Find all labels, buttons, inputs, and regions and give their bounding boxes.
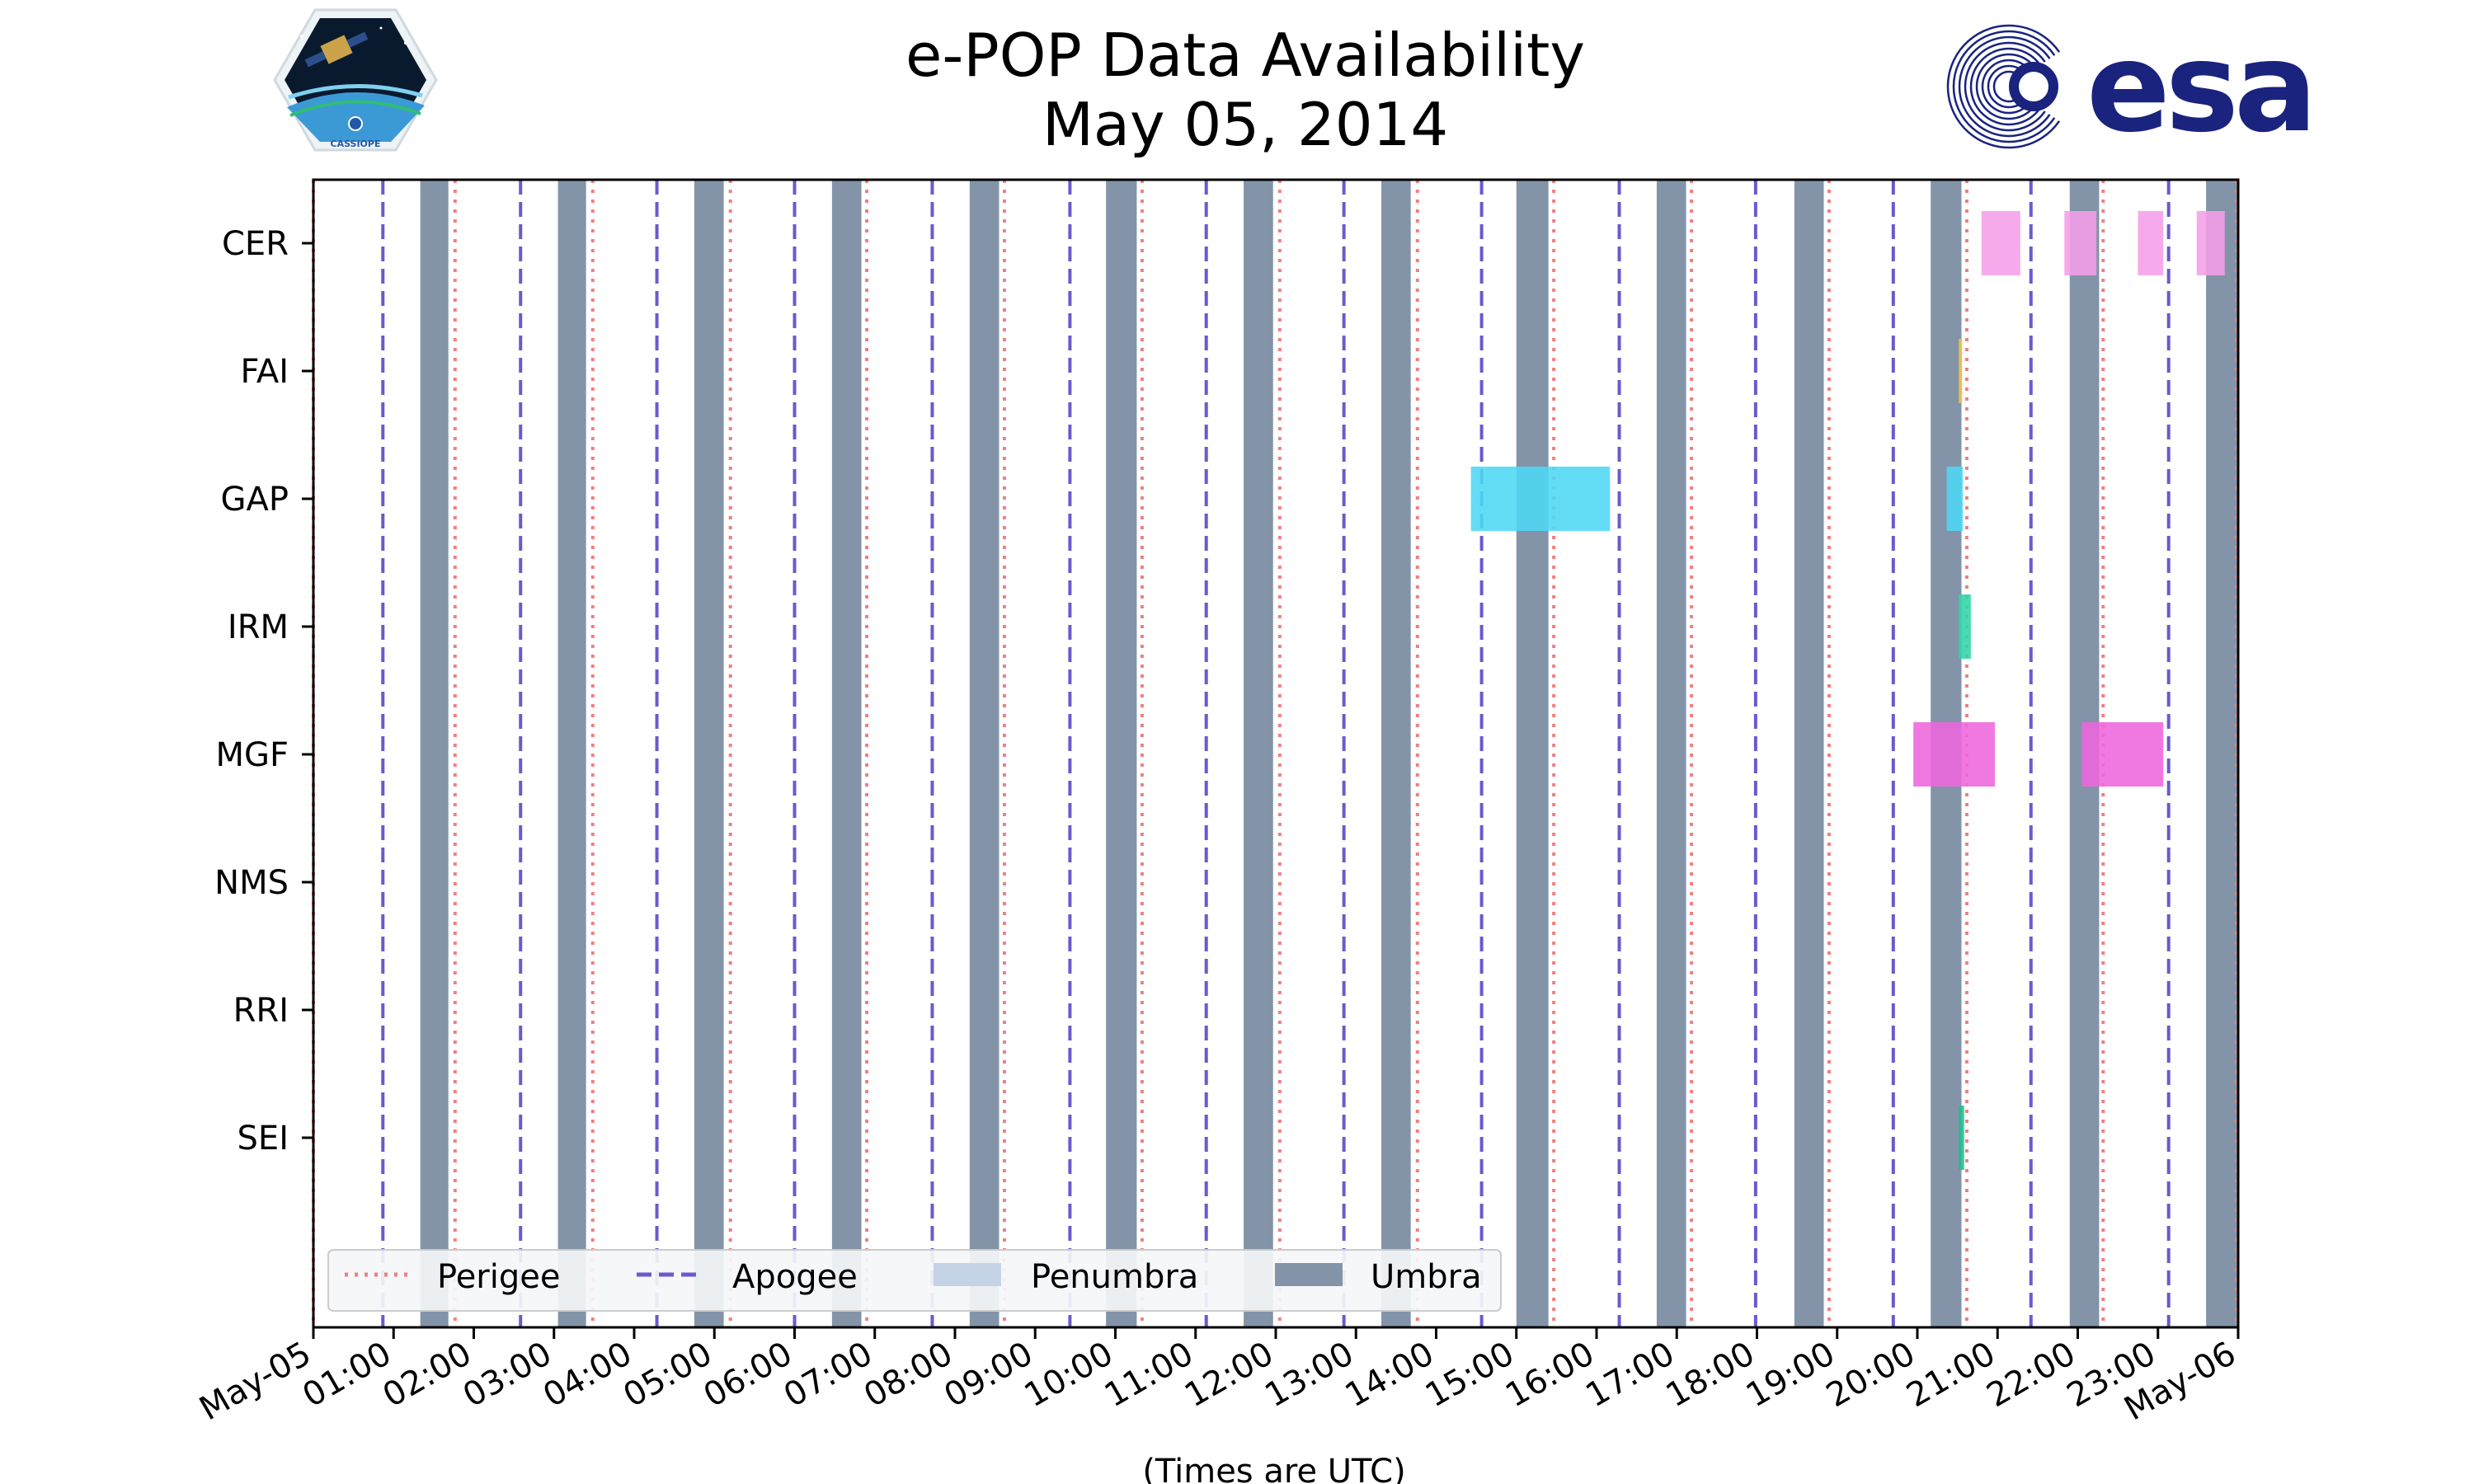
- y-tick-label: GAP: [221, 481, 289, 519]
- umbra-bands: [420, 180, 2237, 1327]
- x-tick-label: 10:00: [1018, 1335, 1120, 1415]
- y-tick-label: RRI: [233, 992, 289, 1030]
- umbra-band: [1656, 180, 1686, 1327]
- data-bar-mgf: [1913, 722, 1996, 787]
- x-tick-label: 04:00: [537, 1335, 638, 1415]
- x-axis-label: (Times are UTC): [1142, 1453, 1405, 1484]
- data-bar-cer: [2138, 211, 2164, 275]
- chart-title: e-POP Data Availability: [905, 21, 1585, 90]
- legend-umbra-label: Umbra: [1371, 1258, 1482, 1296]
- data-bar-irm: [1959, 594, 1971, 659]
- legend: Perigee Apogee Penumbra Umbra: [327, 1249, 1502, 1312]
- x-tick-label: 07:00: [778, 1335, 879, 1415]
- x-tick-label: 22:00: [1981, 1335, 2082, 1415]
- legend-perigee-label: Perigee: [437, 1258, 560, 1296]
- esa-swirl-arc: [1992, 70, 2022, 103]
- x-tick-label: 05:00: [617, 1335, 718, 1415]
- x-tick-label: 11:00: [1098, 1335, 1200, 1415]
- y-tick-label: NMS: [214, 864, 289, 902]
- esa-logo: esa: [1946, 16, 2317, 160]
- x-axis: May-0501:0002:0003:0004:0005:0006:0007:0…: [193, 1327, 2242, 1428]
- esa-swirl-icon: [1946, 24, 2061, 149]
- umbra-band: [1244, 180, 1273, 1327]
- umbra-band: [1381, 180, 1411, 1327]
- x-tick-label: 17:00: [1579, 1335, 1681, 1415]
- umbra-band: [831, 180, 862, 1327]
- umbra-band: [420, 180, 449, 1327]
- chart-subtitle: May 05, 2014: [1042, 90, 1448, 159]
- cassiope-logo-text: CASSIOPE: [331, 139, 381, 149]
- x-tick-label: 02:00: [377, 1335, 478, 1415]
- y-tick-label: IRM: [228, 608, 289, 646]
- data-bar-gap: [1470, 467, 1611, 531]
- data-bar-fai: [1959, 339, 1963, 403]
- esa-swirl-ring: [2009, 62, 2058, 111]
- esa-swirl-arc: [1964, 41, 2046, 132]
- instrument-data-bars: [1470, 211, 2225, 1170]
- data-bar-cer: [1981, 211, 2020, 275]
- data-bar-sei: [1959, 1106, 1964, 1170]
- esa-swirl-arc: [1981, 59, 2032, 115]
- esa-swirl-arc: [1969, 47, 2041, 126]
- umbra-band: [557, 180, 586, 1327]
- x-tick-label: 12:00: [1178, 1335, 1280, 1415]
- x-tick-label: 18:00: [1660, 1335, 1761, 1415]
- x-tick-label: 15:00: [1419, 1335, 1521, 1415]
- umbra-band: [2206, 180, 2237, 1327]
- x-tick-label: 21:00: [1900, 1335, 2001, 1415]
- x-tick-label: 09:00: [938, 1335, 1039, 1415]
- x-tick-label: 08:00: [858, 1335, 959, 1415]
- legend-apogee-label: Apogee: [732, 1258, 858, 1296]
- legend-penumbra-swatch: [934, 1263, 1001, 1286]
- x-tick-label: 16:00: [1499, 1335, 1601, 1415]
- y-axis: CER FAI GAP IRM MGF NMS RRI SEI: [214, 225, 313, 1158]
- x-tick-label: 19:00: [1740, 1335, 1841, 1415]
- data-bar-cer: [2196, 211, 2225, 275]
- x-tick-label: 13:00: [1258, 1335, 1360, 1415]
- umbra-band: [1106, 180, 1137, 1327]
- y-tick-label: MGF: [215, 736, 289, 774]
- esa-swirl-arc: [1958, 35, 2051, 138]
- esa-logo-text: esa: [2086, 16, 2312, 160]
- umbra-band: [1516, 180, 1549, 1327]
- x-tick-label: 01:00: [296, 1335, 397, 1415]
- umbra-band: [694, 180, 724, 1327]
- legend-penumbra-label: Penumbra: [1031, 1258, 1198, 1296]
- umbra-band: [1794, 180, 1824, 1327]
- esa-swirl-arc: [1987, 64, 2027, 109]
- umbra-band: [969, 180, 999, 1327]
- esa-swirl-arc: [1946, 24, 2061, 149]
- x-tick-label: 20:00: [1820, 1335, 1921, 1415]
- data-bar-mgf: [2081, 722, 2164, 787]
- x-tick-label: 06:00: [698, 1335, 799, 1415]
- y-tick-label: SEI: [238, 1120, 289, 1158]
- legend-frame: [327, 1249, 1502, 1312]
- x-tick-label: 14:00: [1339, 1335, 1441, 1415]
- esa-swirl-arc: [1975, 53, 2037, 120]
- x-tick-label: 03:00: [457, 1335, 558, 1415]
- y-tick-label: FAI: [241, 353, 289, 391]
- data-bar-gap: [1946, 467, 1964, 531]
- cassiope-mission-logo: CASSIOPE: [273, 8, 438, 152]
- esa-swirl-arc: [1952, 30, 2056, 143]
- legend-umbra-swatch: [1275, 1263, 1343, 1286]
- y-tick-label: CER: [222, 225, 289, 263]
- data-bar-cer: [2064, 211, 2097, 275]
